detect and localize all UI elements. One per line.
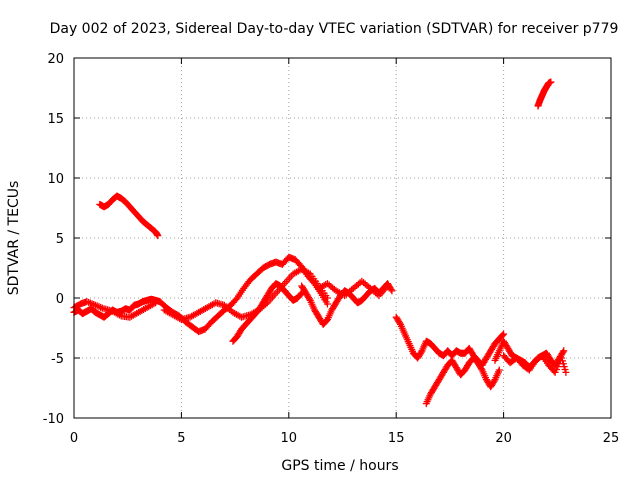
y-tick-label: 0 <box>56 292 64 307</box>
data-point-marker <box>154 232 162 240</box>
data-point-marker <box>387 285 395 293</box>
x-axis-label: GPS time / hours <box>281 458 398 474</box>
data-points <box>70 78 570 408</box>
data-point-marker <box>297 290 305 298</box>
y-tick-labels: -10 -5 0 5 10 15 20 <box>43 52 64 427</box>
y-tick-label: 5 <box>56 232 64 247</box>
data-point-marker <box>323 300 331 308</box>
x-tick-label: 15 <box>388 431 405 446</box>
x-tick-label: 10 <box>281 431 298 446</box>
x-tick-labels: 0 5 10 15 20 25 <box>70 431 619 446</box>
x-tick-label: 25 <box>603 431 620 446</box>
data-point-marker <box>495 366 503 374</box>
data-point-marker <box>323 294 331 302</box>
data-point-marker <box>559 348 567 356</box>
data-point-marker <box>499 331 507 339</box>
data-point-marker <box>547 78 555 86</box>
data-point-marker <box>388 287 396 295</box>
x-tick-label: 20 <box>495 431 512 446</box>
y-tick-label: 20 <box>47 52 64 67</box>
x-tick-label: 5 <box>177 431 185 446</box>
data-point-marker <box>560 347 568 355</box>
data-point-marker <box>562 368 570 376</box>
y-tick-label: -10 <box>43 412 64 427</box>
chart-title: Day 002 of 2023, Sidereal Day-to-day VTE… <box>50 21 619 37</box>
data-point-marker <box>500 330 508 338</box>
axis-ticks <box>73 57 612 419</box>
y-axis-label: SDTVAR / TECUs <box>6 181 22 296</box>
y-tick-label: 10 <box>47 172 64 187</box>
y-tick-label: 15 <box>47 112 64 127</box>
y-tick-label: -5 <box>51 352 64 367</box>
data-point-marker <box>384 282 392 290</box>
x-tick-label: 0 <box>70 431 78 446</box>
